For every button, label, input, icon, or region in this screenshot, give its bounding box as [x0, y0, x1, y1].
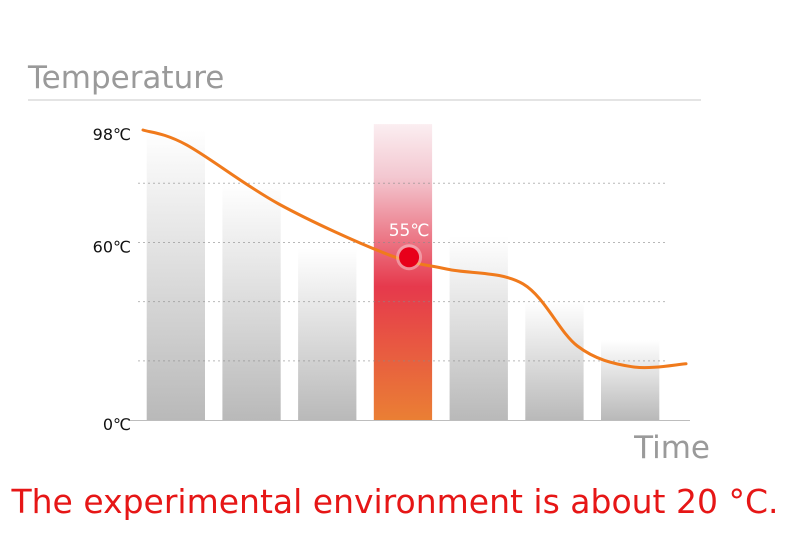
bar [146, 130, 205, 420]
x-axis-title: Time [633, 430, 710, 466]
caption-text: The experimental environment is about 20… [11, 482, 779, 521]
bar [222, 183, 281, 420]
bar [449, 236, 508, 420]
y-tick-label: 0℃ [103, 415, 131, 434]
y-tick-label: 60℃ [93, 237, 131, 256]
y-axis-title: Temperature [27, 60, 224, 96]
marker-dot [399, 247, 420, 268]
highlight-bar [373, 124, 433, 420]
marker-label: 55℃ [389, 221, 430, 241]
y-tick-label: 98℃ [93, 125, 131, 144]
temperature-curve [141, 128, 688, 370]
bar [298, 248, 357, 420]
bar [601, 340, 660, 420]
